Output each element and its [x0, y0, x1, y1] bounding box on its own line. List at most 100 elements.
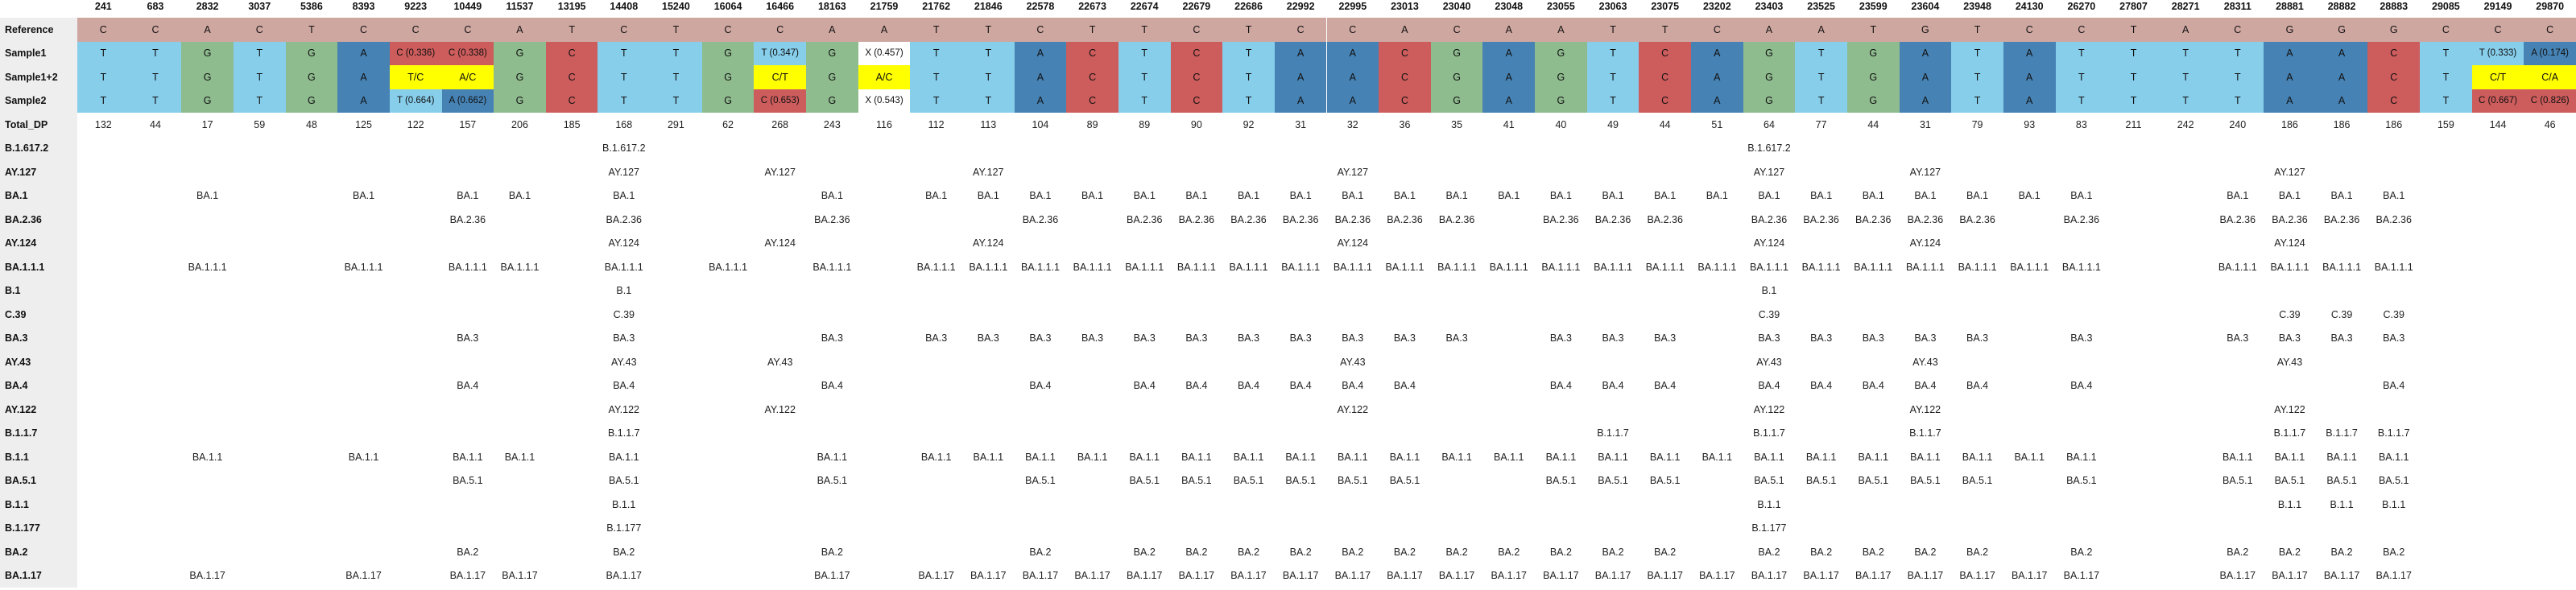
lineage-cell: BA.1.1.1: [1854, 261, 1893, 273]
sample1-cell: A: [337, 41, 390, 65]
sample1-cell: A: [2003, 41, 2056, 65]
sample1-cell: A (0.174): [2524, 41, 2576, 65]
sample2-cell: T: [1586, 89, 1639, 113]
reference-cell: A: [858, 18, 911, 42]
total-dp-cell: 240: [2229, 118, 2247, 130]
sample1-plus-2-cell: A: [2315, 65, 2368, 89]
total-dp-cell: 89: [1139, 118, 1151, 130]
position-header: 23599: [1859, 1, 1888, 13]
lineage-cell: BA.2: [1445, 546, 1468, 558]
position-header: 683: [147, 1, 164, 13]
sample2-cell: X (0.543): [858, 89, 911, 113]
lineage-cell: BA.5.1: [1233, 475, 1264, 486]
sample1-plus-2-cell: G: [1846, 65, 1900, 89]
reference-cell: G: [1899, 18, 1952, 42]
lineage-cell: B.1.617.2: [1747, 142, 1791, 154]
sample1-plus-2-cell: G: [1430, 65, 1483, 89]
lineage-cell: BA.1: [1654, 190, 1677, 201]
lineage-cell: BA.2.36: [1959, 213, 1995, 225]
lineage-cell: BA.5.1: [1649, 475, 1681, 486]
sample1-cell: A: [1482, 41, 1536, 65]
lineage-cell: BA.2: [2227, 546, 2249, 558]
sample2-cell: C (0.667): [2471, 89, 2524, 113]
lineage-row-label: AY.127: [0, 160, 77, 184]
total-dp-cell: 46: [2544, 118, 2556, 130]
lineage-cell: BA.2.36: [1594, 213, 1631, 225]
reference-cell: C: [701, 18, 755, 42]
lineage-cell: BA.1.1.1: [2270, 261, 2309, 273]
sample1-plus-2-cell: C/T: [754, 65, 807, 89]
total-dp-cell: 243: [823, 118, 841, 130]
lineage-cell: BA.1.17: [1803, 570, 1839, 581]
lineage-cell: BA.1.1: [1493, 451, 1524, 463]
reference-cell: C: [2420, 18, 2472, 42]
lineage-cell: BA.5.1: [1025, 475, 1056, 486]
lineage-cell: BA.1.1.1: [969, 261, 1008, 273]
total-dp-cell: 62: [722, 118, 734, 130]
position-header: 26270: [2067, 1, 2096, 13]
sample2-cell: C (0.653): [754, 89, 807, 113]
lineage-cell: BA.5.1: [1754, 475, 1784, 486]
sample2-cell: T: [1795, 89, 1847, 113]
lineage-cell: BA.1: [1445, 190, 1468, 201]
lineage-row-label: B.1.1.7: [0, 421, 77, 445]
lineage-cell: BA.1.1.1: [1437, 261, 1477, 273]
lineage-cell: BA.2.36: [1855, 213, 1892, 225]
position-header: 16466: [766, 1, 795, 13]
lineage-cell: BA.1.17: [606, 570, 643, 581]
total-dp-cell: 93: [2024, 118, 2036, 130]
position-header: 3037: [248, 1, 271, 13]
lineage-cell: BA.1.17: [345, 570, 382, 581]
total-dp-cell: 242: [2177, 118, 2194, 130]
sample1-plus-2-cell: T: [1222, 65, 1275, 89]
lineage-cell: BA.5.1: [2222, 475, 2253, 486]
lineage-cell: BA.1.1: [973, 451, 1004, 463]
lineage-cell: B.1.177: [1751, 522, 1787, 534]
sample1-plus-2-cell: T: [961, 65, 1015, 89]
lineage-row-label: B.1.1: [0, 493, 77, 517]
lineage-cell: BA.1.1: [1754, 451, 1784, 463]
sample1-cell: C: [1379, 41, 1431, 65]
sample1-cell: T (0.347): [754, 41, 807, 65]
sample2-cell: G: [285, 89, 338, 113]
position-header: 11537: [506, 1, 534, 13]
lineage-cell: BA.1.17: [1230, 570, 1267, 581]
sample2-cell: C (0.826): [2524, 89, 2576, 113]
lineage-cell: BA.4: [1237, 380, 1260, 391]
total-dp-cell: 186: [2385, 118, 2403, 130]
lineage-cell: BA.2.36: [1178, 213, 1215, 225]
total-dp-cell: 36: [1399, 118, 1411, 130]
lineage-cell: BA.1.1: [1233, 451, 1264, 463]
lineage-cell: BA.1.1: [2274, 451, 2305, 463]
lineage-cell: B.1.1.7: [2273, 427, 2306, 439]
lineage-cell: BA.3: [613, 332, 635, 344]
lineage-cell: BA.1.1.1: [1020, 261, 1060, 273]
total-dp-cell: 79: [1971, 118, 1983, 130]
lineage-cell: BA.1.17: [1594, 570, 1631, 581]
lineage-cell: B.1.617.2: [602, 142, 646, 154]
lineage-cell: BA.5.1: [1285, 475, 1316, 486]
lineage-cell: AY.124: [2274, 237, 2305, 249]
total-dp-cell: 32: [1346, 118, 1358, 130]
lineage-cell: BA.2: [1029, 546, 1052, 558]
lineage-cell: AY.43: [2276, 356, 2303, 368]
lineage-cell: BA.2.36: [2219, 213, 2256, 225]
lineage-cell: BA.1.1.1: [1541, 261, 1581, 273]
lineage-cell: BA.1.1.1: [2061, 261, 2101, 273]
sample1-cell: C (0.338): [441, 41, 494, 65]
total-dp-cell: 44: [1659, 118, 1671, 130]
reference-cell: A: [806, 18, 858, 42]
sample1-cell: T: [1951, 41, 2003, 65]
lineage-cell: BA.1.17: [1959, 570, 1995, 581]
position-header: 22578: [1026, 1, 1055, 13]
lineage-cell: BA.4: [1862, 380, 1884, 391]
sample2-cell: A: [1482, 89, 1536, 113]
sample2-cell: T: [233, 89, 286, 113]
lineage-cell: BA.1: [1549, 190, 1572, 201]
lineage-cell: BA.2.36: [1907, 213, 1944, 225]
lineage-cell: BA.1: [1342, 190, 1364, 201]
sample1-plus-2-row-label: Sample1+2: [0, 65, 77, 89]
sample1-plus-2-cell: G: [285, 65, 338, 89]
lineage-cell: BA.1.17: [1699, 570, 1735, 581]
